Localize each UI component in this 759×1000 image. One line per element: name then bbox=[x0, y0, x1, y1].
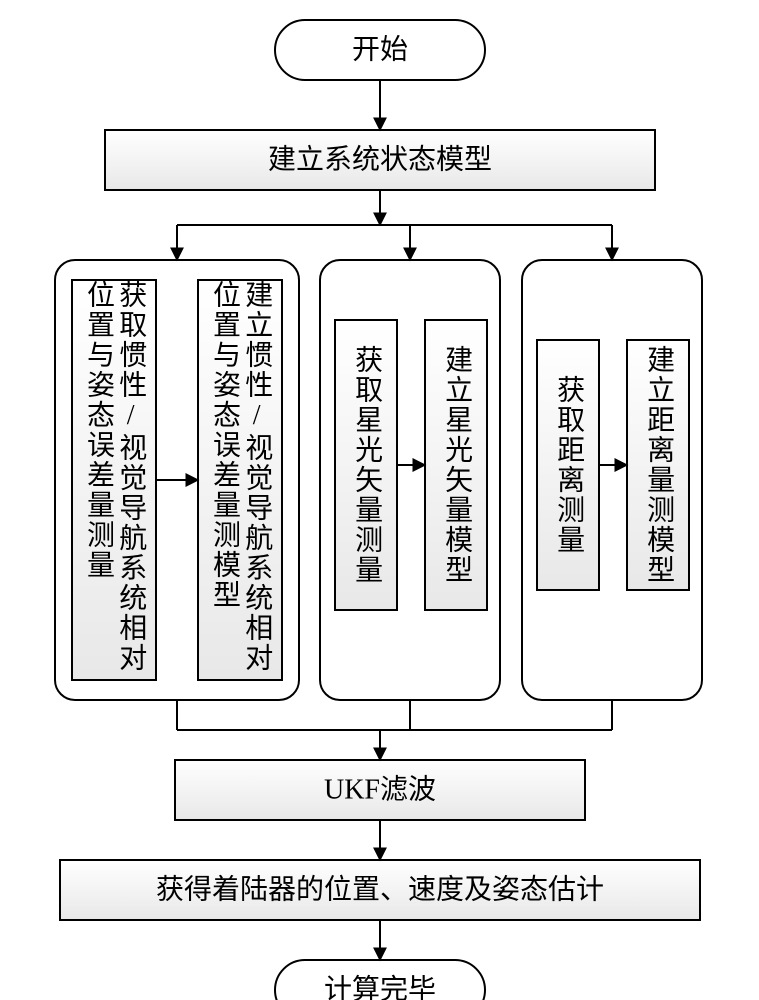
svg-text:开始: 开始 bbox=[352, 34, 408, 66]
node-b2: 建立星光矢量模型 bbox=[425, 320, 487, 610]
node-b1: 获取星光矢量测量 bbox=[335, 320, 397, 610]
node-c1: 获取距离测量 bbox=[537, 340, 599, 590]
svg-text:获得着陆器的位置、速度及姿态估计: 获得着陆器的位置、速度及姿态估计 bbox=[156, 874, 604, 906]
node-end: 计算完毕 bbox=[275, 960, 485, 1000]
node-c2: 建立距离量测模型 bbox=[627, 340, 689, 590]
node-start: 开始 bbox=[275, 20, 485, 80]
node-a2: 建立惯性/视觉导航系统相对位置与姿态误差量测模型 bbox=[198, 280, 282, 680]
svg-text:UKF滤波: UKF滤波 bbox=[324, 774, 436, 806]
node-ukf: UKF滤波 bbox=[175, 760, 585, 820]
node-result: 获得着陆器的位置、速度及姿态估计 bbox=[60, 860, 700, 920]
svg-text:建立系统状态模型: 建立系统状态模型 bbox=[268, 144, 492, 176]
node-state: 建立系统状态模型 bbox=[105, 130, 655, 190]
node-a1: 获取惯性/视觉导航系统相对位置与姿态误差量测量 bbox=[72, 280, 156, 680]
svg-text:计算完毕: 计算完毕 bbox=[324, 974, 436, 1000]
